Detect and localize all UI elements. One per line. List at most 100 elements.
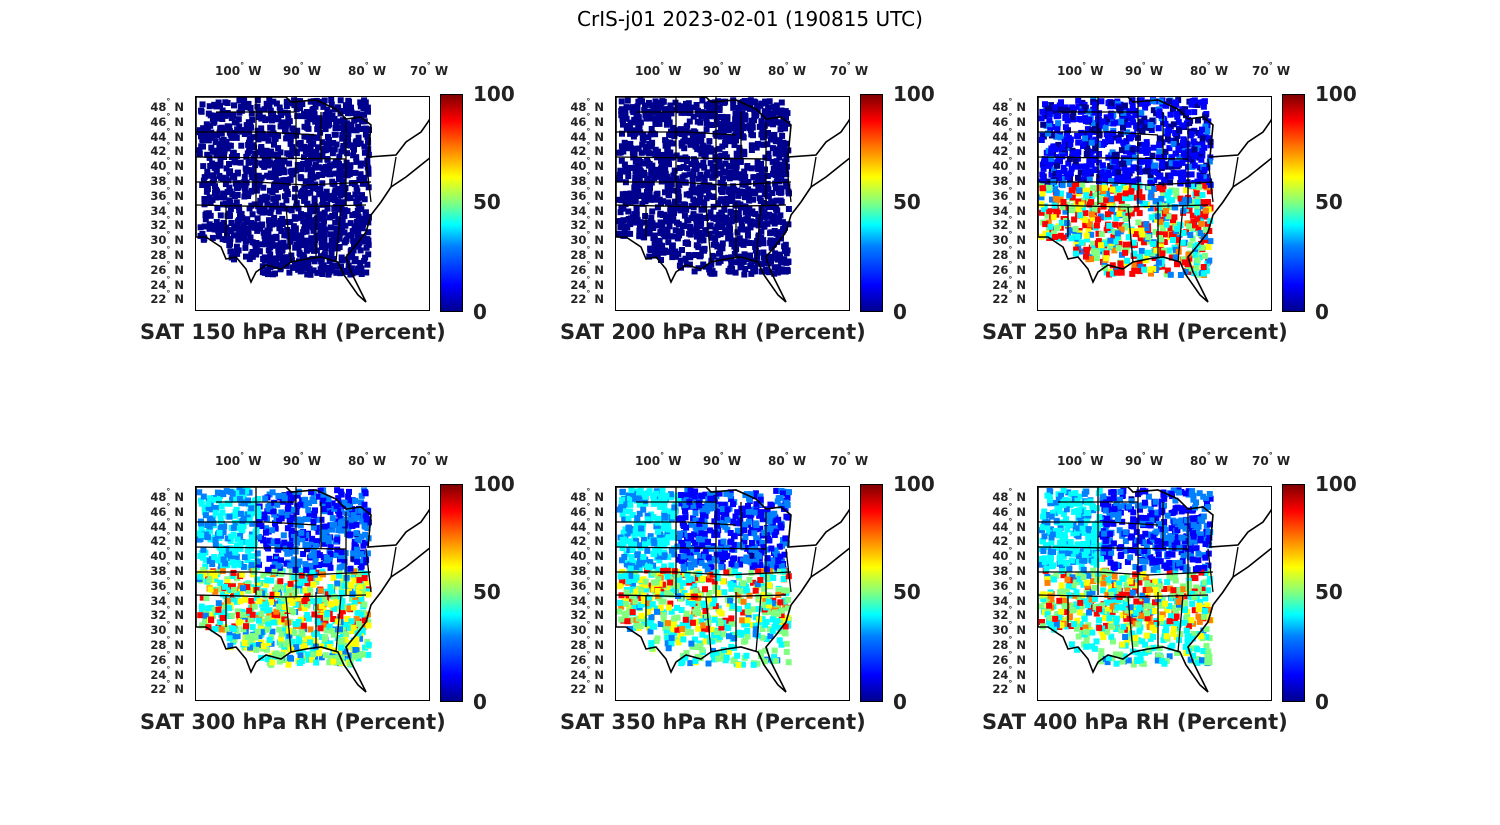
rh-map	[615, 486, 850, 701]
latitude-tick-label: 46° N	[992, 111, 1026, 129]
satellite-swath	[196, 97, 372, 278]
panel-title: SAT 250 hPa RH (Percent)	[982, 320, 1288, 344]
state-border	[810, 546, 817, 578]
panel-title: SAT 200 hPa RH (Percent)	[560, 320, 866, 344]
latitude-tick-label: 28° N	[150, 635, 184, 652]
latitude-tick-label: 30° N	[570, 230, 604, 248]
latitude-tick-label: 38° N	[570, 171, 604, 188]
latitude-tick-label: 22° N	[992, 679, 1026, 697]
map-panel: 100° W 90° W 80° W 70° W 48° N 46° N 44° N 42° …	[560, 450, 980, 750]
latitude-tick-label: 38° N	[150, 561, 184, 578]
latitude-tick-label: 26° N	[570, 649, 604, 667]
coastline	[196, 97, 429, 303]
longitude-tick-label: 90° W	[1125, 451, 1164, 468]
rh-map-plot	[616, 97, 849, 303]
latitude-tick-label: 28° N	[992, 245, 1026, 262]
latitude-tick-label: 34° N	[992, 200, 1026, 218]
state-border	[1127, 596, 1134, 653]
latitude-tick-label: 40° N	[992, 546, 1026, 564]
latitude-tick-label: 46° N	[150, 501, 184, 519]
state-border	[785, 158, 792, 203]
latitude-tick-label: 42° N	[150, 531, 184, 549]
colorbar-tick-label: 0	[1315, 690, 1329, 714]
longitude-tick-label: 90° W	[703, 451, 742, 468]
latitude-tick-label: 40° N	[150, 546, 184, 564]
latitude-tick-label: 42° N	[992, 531, 1026, 549]
latitude-tick-label: 30° N	[992, 620, 1026, 638]
map-panel: 100° W 90° W 80° W 70° W 48° N 46° N 44° N 42° …	[560, 60, 980, 360]
longitude-tick-label: 100° W	[635, 61, 682, 78]
state-border	[365, 158, 372, 203]
longitude-tick-label: 70° W	[410, 451, 449, 468]
latitude-tick-label: 26° N	[570, 259, 604, 277]
colorbar	[860, 484, 883, 702]
state-border	[1207, 158, 1214, 203]
latitude-tick-label: 34° N	[150, 200, 184, 218]
latitude-tick-label: 48° N	[570, 97, 604, 114]
state-border	[1232, 156, 1239, 188]
state-border	[285, 596, 292, 653]
latitude-tick-label: 36° N	[992, 185, 1026, 203]
state-border	[705, 206, 712, 263]
latitude-tick-label: 34° N	[992, 590, 1026, 608]
satellite-swath	[1038, 97, 1214, 278]
latitude-tick-label: 46° N	[570, 111, 604, 129]
latitude-tick-label: 38° N	[992, 561, 1026, 578]
map-panel: 100° W 90° W 80° W 70° W 48° N 46° N 44° N 42° …	[140, 450, 560, 750]
latitude-tick-label: 40° N	[570, 546, 604, 564]
latitude-tick-label: 34° N	[570, 200, 604, 218]
longitude-tick-label: 80° W	[768, 451, 807, 468]
colorbar-tick-label: 50	[1315, 190, 1343, 214]
rh-map-plot	[1038, 487, 1271, 693]
latitude-tick-label: 28° N	[570, 635, 604, 652]
state-border	[705, 596, 712, 653]
state-border	[1038, 571, 1214, 576]
state-border	[785, 548, 792, 593]
colorbar-tick-label: 50	[473, 190, 501, 214]
longitude-tick-label: 80° W	[1190, 451, 1229, 468]
state-border	[196, 571, 372, 576]
colorbar	[1282, 94, 1305, 312]
rh-map-plot	[196, 97, 429, 303]
state-border	[1038, 181, 1214, 186]
colorbar	[860, 94, 883, 312]
latitude-tick-label: 42° N	[992, 141, 1026, 159]
latitude-tick-label: 48° N	[150, 97, 184, 114]
panel-title: SAT 300 hPa RH (Percent)	[140, 710, 446, 734]
latitude-tick-label: 36° N	[570, 575, 604, 593]
rh-map-plot	[196, 487, 429, 693]
latitude-tick-label: 22° N	[570, 679, 604, 697]
rh-map	[195, 486, 430, 701]
longitude-tick-label: 80° W	[348, 451, 387, 468]
latitude-tick-label: 44° N	[150, 516, 184, 534]
rh-map-plot	[616, 487, 849, 693]
state-border	[1177, 204, 1184, 263]
colorbar-tick-label: 100	[1315, 82, 1357, 106]
colorbar-tick-label: 50	[473, 580, 501, 604]
latitude-tick-label: 22° N	[570, 289, 604, 307]
latitude-tick-label: 40° N	[992, 156, 1026, 174]
state-border	[285, 206, 292, 263]
latitude-tick-label: 26° N	[992, 259, 1026, 277]
latitude-tick-label: 28° N	[992, 635, 1026, 652]
latitude-tick-label: 24° N	[570, 274, 604, 292]
state-border	[196, 521, 317, 526]
longitude-tick-label: 100° W	[215, 61, 262, 78]
latitude-tick-label: 38° N	[570, 561, 604, 578]
longitude-tick-label: 80° W	[1190, 61, 1229, 78]
longitude-tick-label: 100° W	[635, 451, 682, 468]
coastline	[1038, 487, 1271, 693]
longitude-tick-label: 70° W	[410, 61, 449, 78]
latitude-tick-label: 44° N	[570, 516, 604, 534]
colorbar-tick-label: 100	[893, 82, 935, 106]
latitude-tick-label: 46° N	[150, 111, 184, 129]
satellite-swath	[1038, 487, 1214, 668]
panel-title: SAT 150 hPa RH (Percent)	[140, 320, 446, 344]
colorbar-tick-label: 50	[893, 190, 921, 214]
panel-title: SAT 400 hPa RH (Percent)	[982, 710, 1288, 734]
state-border	[755, 204, 762, 263]
latitude-tick-label: 34° N	[570, 590, 604, 608]
state-border	[616, 131, 737, 136]
state-border	[1207, 548, 1214, 593]
latitude-tick-label: 36° N	[570, 185, 604, 203]
